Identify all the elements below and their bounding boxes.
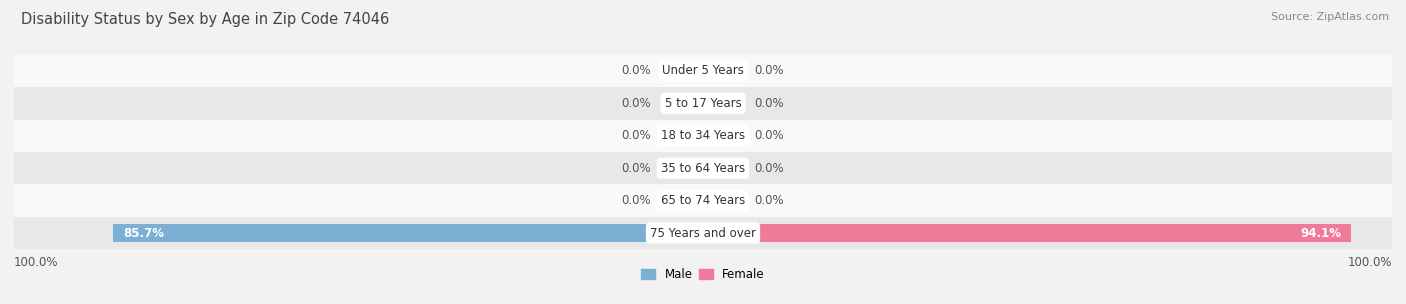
Text: Disability Status by Sex by Age in Zip Code 74046: Disability Status by Sex by Age in Zip C… xyxy=(21,12,389,27)
Text: 0.0%: 0.0% xyxy=(621,97,651,110)
Bar xyxy=(703,126,744,145)
Text: 0.0%: 0.0% xyxy=(621,64,651,78)
Bar xyxy=(14,152,1392,185)
Text: 100.0%: 100.0% xyxy=(1347,256,1392,269)
Bar xyxy=(14,185,1392,217)
Bar xyxy=(703,191,744,210)
Text: 0.0%: 0.0% xyxy=(755,97,785,110)
Text: 65 to 74 Years: 65 to 74 Years xyxy=(661,194,745,207)
Bar xyxy=(703,159,744,178)
Text: 35 to 64 Years: 35 to 64 Years xyxy=(661,162,745,175)
Text: 0.0%: 0.0% xyxy=(621,162,651,175)
Text: Source: ZipAtlas.com: Source: ZipAtlas.com xyxy=(1271,12,1389,22)
Bar xyxy=(14,119,1392,152)
Text: 0.0%: 0.0% xyxy=(755,162,785,175)
Bar xyxy=(662,126,703,145)
Legend: Male, Female: Male, Female xyxy=(637,264,769,286)
Bar xyxy=(14,87,1392,119)
Text: 0.0%: 0.0% xyxy=(621,194,651,207)
Bar xyxy=(662,94,703,113)
Bar xyxy=(14,217,1392,249)
Bar xyxy=(703,94,744,113)
Bar xyxy=(112,224,703,243)
Bar xyxy=(703,61,744,80)
Text: 100.0%: 100.0% xyxy=(14,256,59,269)
Bar xyxy=(14,55,1392,87)
Bar xyxy=(662,191,703,210)
Text: 0.0%: 0.0% xyxy=(621,129,651,142)
Text: 0.0%: 0.0% xyxy=(755,194,785,207)
Bar xyxy=(703,224,1351,243)
Text: 0.0%: 0.0% xyxy=(755,64,785,78)
Bar xyxy=(662,159,703,178)
Text: 94.1%: 94.1% xyxy=(1301,226,1341,240)
Text: 0.0%: 0.0% xyxy=(755,129,785,142)
Bar xyxy=(662,61,703,80)
Text: 75 Years and over: 75 Years and over xyxy=(650,226,756,240)
Text: 18 to 34 Years: 18 to 34 Years xyxy=(661,129,745,142)
Text: 5 to 17 Years: 5 to 17 Years xyxy=(665,97,741,110)
Text: 85.7%: 85.7% xyxy=(122,226,165,240)
Text: Under 5 Years: Under 5 Years xyxy=(662,64,744,78)
